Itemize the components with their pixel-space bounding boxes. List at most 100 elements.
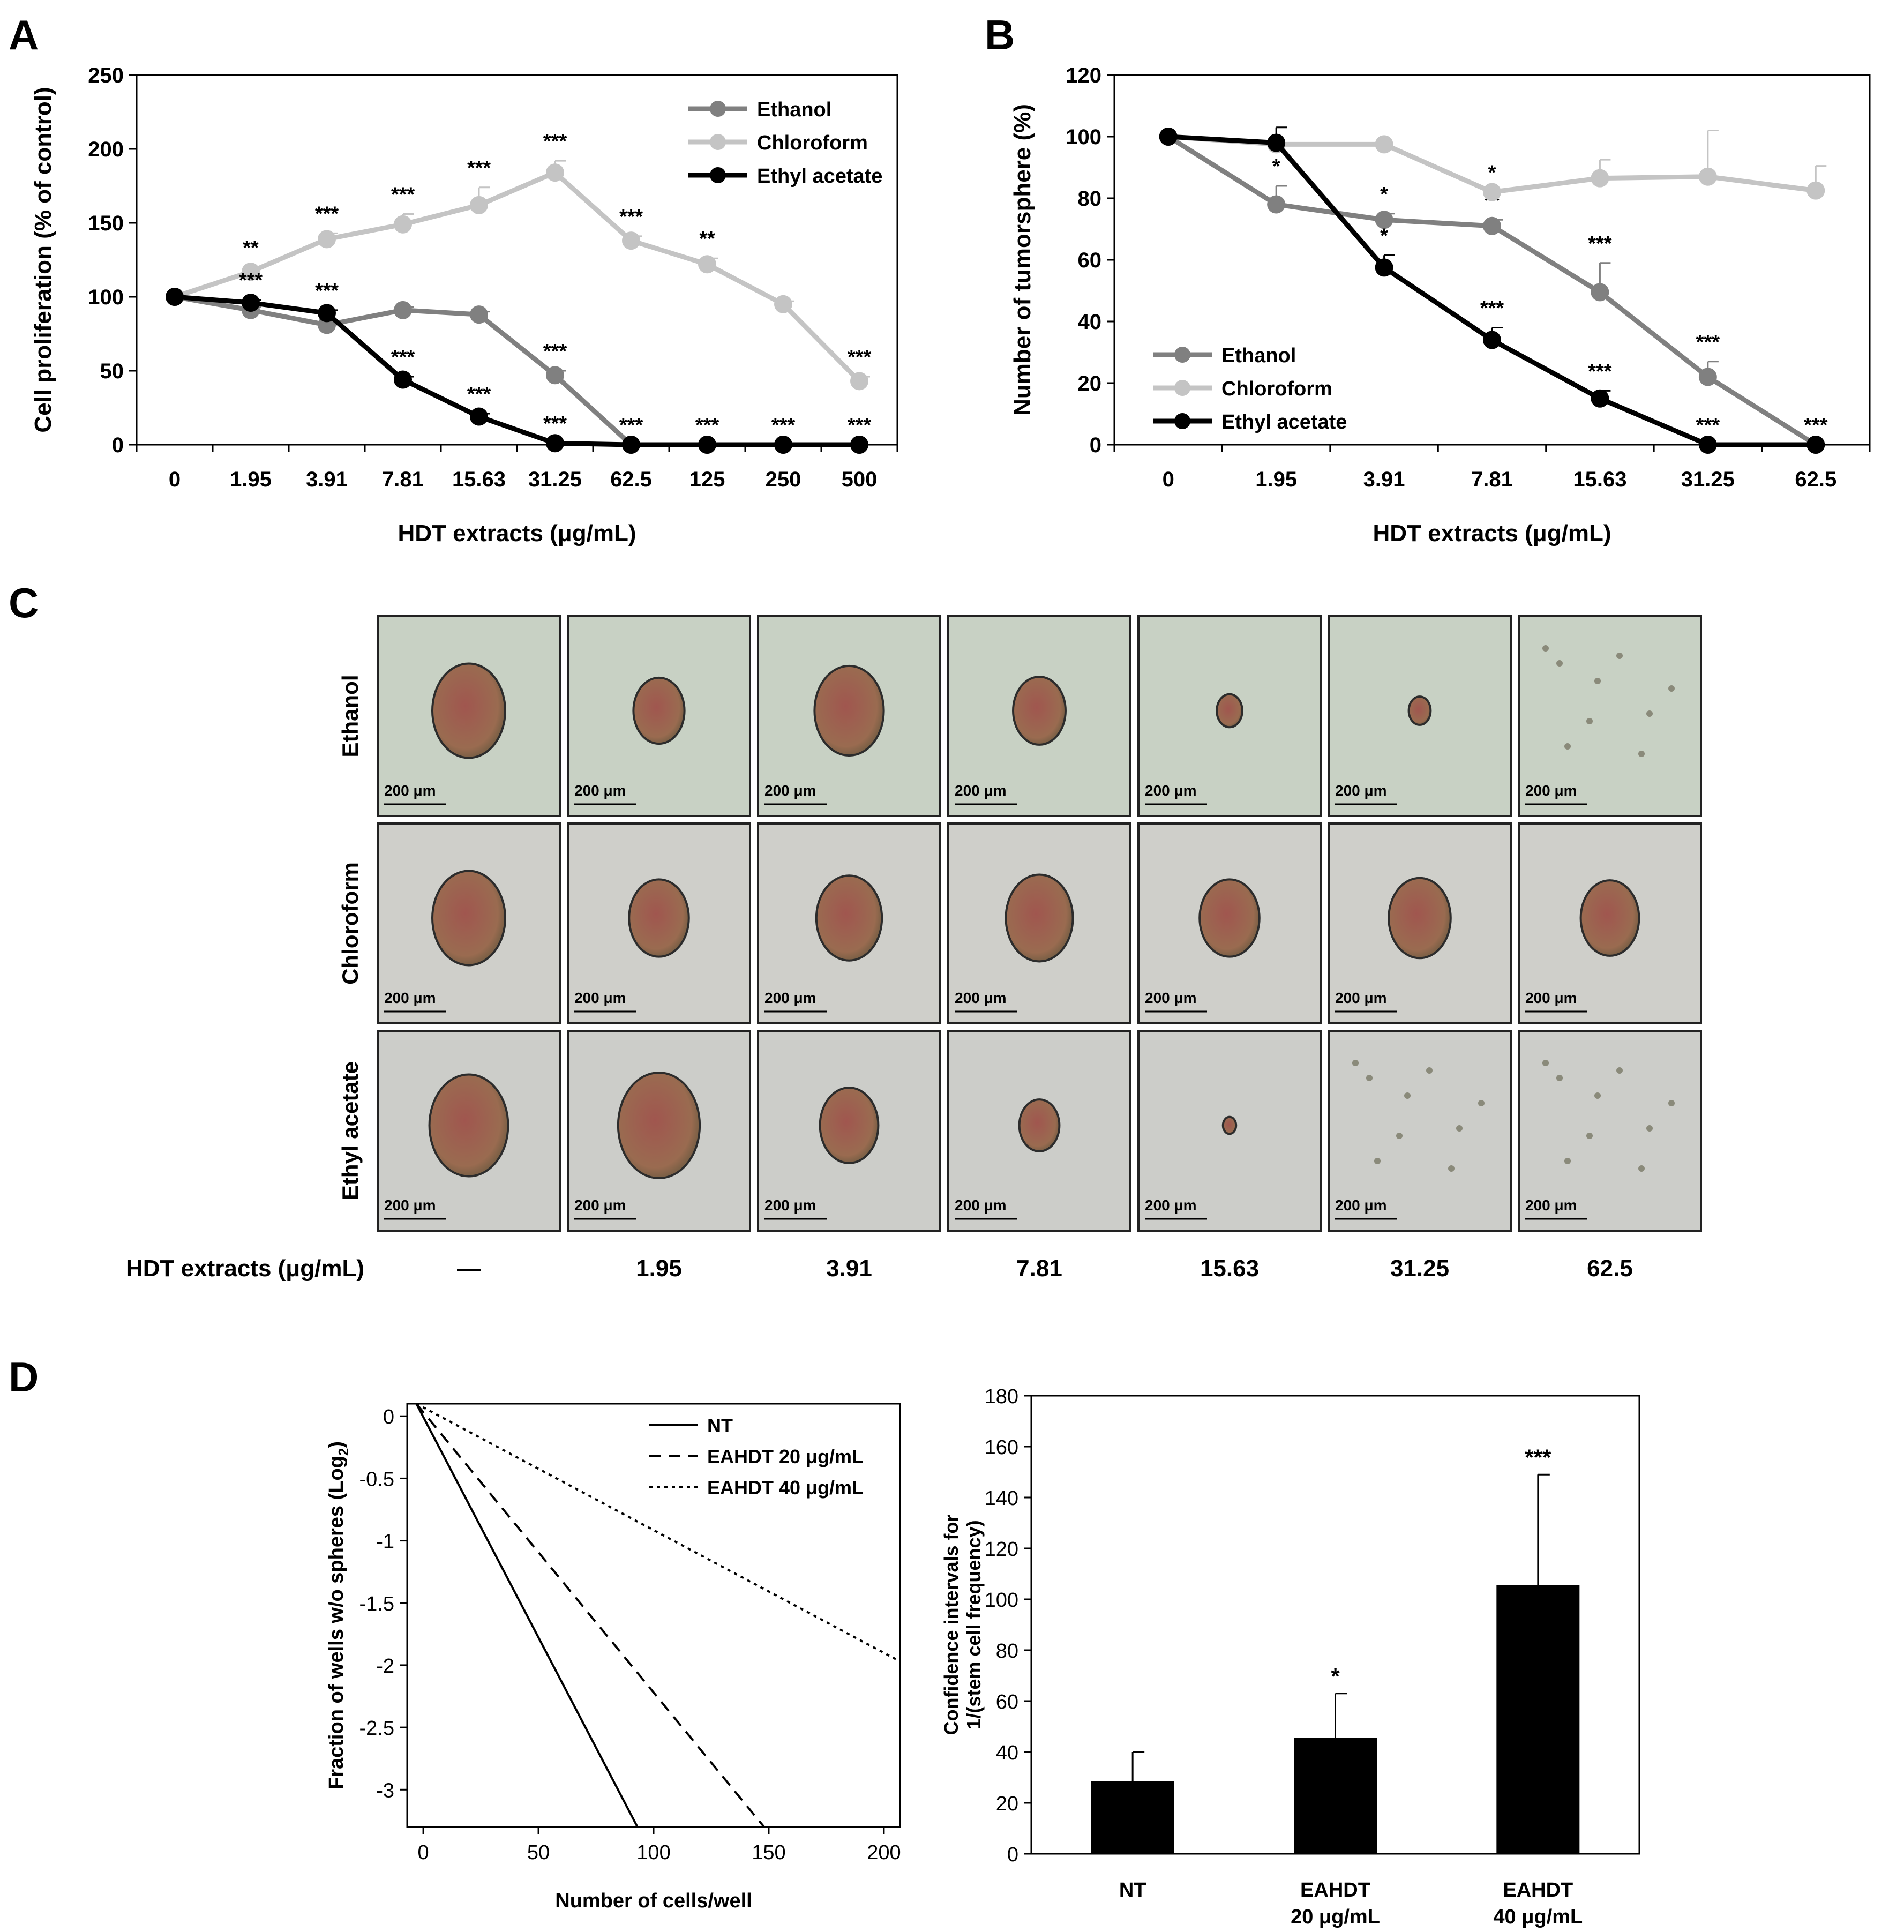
y-tick-label: 0 — [1090, 433, 1101, 457]
micrograph-tile: 200 μm — [1518, 1030, 1702, 1232]
cell-fragment — [1638, 1165, 1645, 1172]
x-tick-label: 150 — [752, 1841, 785, 1864]
y-tick-label: 60 — [1078, 249, 1102, 272]
x-tick-label: 15.63 — [452, 468, 506, 491]
scale-bar-label: 200 μm — [1525, 782, 1577, 799]
series-line-nt — [415, 1403, 639, 1828]
dose-label: 7.81 — [1016, 1255, 1062, 1282]
scale-bar-label: 200 μm — [574, 1197, 626, 1214]
cell-fragment — [1594, 1092, 1601, 1099]
series-line — [174, 294, 859, 447]
data-point — [546, 163, 564, 182]
x-axis-label: HDT extracts (μg/mL) — [398, 520, 636, 546]
x-tick-label: 125 — [689, 468, 725, 491]
cell-fragment — [1586, 1133, 1593, 1139]
data-point — [1591, 389, 1609, 408]
category-label: EAHDT — [1503, 1879, 1573, 1901]
significance-label: *** — [467, 383, 491, 406]
y-tick-label: 60 — [996, 1691, 1018, 1713]
scale-bar-label: 200 μm — [1335, 1197, 1387, 1214]
y-tick-label: 140 — [985, 1487, 1018, 1510]
series-ethyl-acetate: *** *** *** *** *** *** *** *** — [166, 269, 871, 454]
dose-label: 3.91 — [826, 1255, 872, 1282]
data-point — [1375, 258, 1393, 277]
scale-bar-label: 200 μm — [1525, 990, 1577, 1006]
scale-bar-label: 200 μm — [384, 990, 436, 1006]
legend-marker — [710, 101, 726, 117]
significance-label: *** — [391, 183, 415, 206]
series-line — [174, 294, 859, 447]
data-point — [242, 263, 260, 281]
y-tick-label: 200 — [88, 138, 124, 161]
significance-label: * — [1380, 224, 1388, 247]
data-point — [242, 294, 260, 312]
y-tick-label: -1.5 — [359, 1593, 394, 1615]
data-point — [394, 370, 412, 389]
scale-bar-label: 200 μm — [1525, 1197, 1577, 1214]
tumorsphere — [1005, 873, 1074, 963]
data-point — [1267, 133, 1286, 152]
significance-label: *** — [315, 280, 339, 302]
significance-label: *** — [467, 157, 491, 179]
tumorsphere — [1018, 1098, 1061, 1152]
scale-bar-label: 200 μm — [384, 782, 436, 799]
tumorsphere — [1388, 877, 1452, 960]
legend-label: Ethanol — [757, 99, 831, 121]
x-tick-label: 0 — [1163, 468, 1174, 491]
y-tick-label: 160 — [985, 1436, 1018, 1459]
y-tick-label: 20 — [996, 1793, 1018, 1815]
y-tick-label: -0.5 — [359, 1468, 394, 1491]
scale-bar-label: 200 μm — [1145, 1197, 1197, 1214]
micrograph-grid: Ethanol 200 μm 200 μm 200 μm 200 μm 200 μm 200… — [126, 615, 1702, 1282]
micrograph-tile: 200 μm — [1328, 615, 1512, 817]
series-line-eahdt-40-g-ml — [416, 1403, 901, 1663]
micrograph-tile: 200 μm — [1137, 822, 1322, 1024]
panel-label-d: D — [9, 1353, 39, 1401]
scale-bar-label: 200 μm — [955, 990, 1007, 1006]
chart-d-limiting-dilution: 0 -0.5 -1 -1.5 -2 -2.5 -3 0 50 100 150 200 Number of… — [325, 1403, 901, 1912]
data-point — [1483, 331, 1501, 349]
legend-marker — [710, 134, 726, 150]
cell-fragment — [1564, 1158, 1571, 1164]
y-tick-label: 20 — [1078, 372, 1102, 395]
data-point — [698, 255, 716, 274]
cell-fragment — [1456, 1125, 1463, 1132]
scale-bar-label: 200 μm — [764, 782, 816, 799]
micrograph-tile: 200 μm — [947, 822, 1131, 1024]
data-point — [470, 305, 488, 324]
dose-axis-label: HDT extracts (μg/mL) — [126, 1255, 364, 1282]
legend-marker — [710, 167, 726, 183]
tile-frame — [1518, 615, 1702, 817]
significance-label: *** — [1588, 233, 1612, 255]
legend-marker — [1174, 347, 1190, 363]
significance-label: * — [1331, 1664, 1340, 1689]
chart-b-tumorsphere-count: 0 20 40 60 80 100 120 0 1.95 3.91 7.81 15.63 31.25 62… — [1009, 64, 1871, 546]
cell-fragment — [1646, 710, 1653, 717]
bar — [1294, 1738, 1377, 1854]
significance-label: *** — [543, 130, 567, 153]
data-point — [1806, 181, 1825, 200]
data-point — [318, 230, 336, 249]
data-point — [1483, 183, 1501, 201]
y-tick-label: 120 — [985, 1538, 1018, 1561]
significance-label: * — [1272, 155, 1280, 178]
cell-fragment — [1542, 645, 1549, 652]
x-tick-label: 0 — [418, 1841, 429, 1864]
data-point — [1591, 169, 1609, 188]
y-tick-label: 250 — [88, 64, 124, 87]
significance-label: *** — [848, 414, 872, 437]
scale-bar-label: 200 μm — [764, 1197, 816, 1214]
micrograph-tile: 200 μm — [757, 1030, 941, 1232]
tile-frame — [1328, 1030, 1512, 1232]
data-point — [1483, 216, 1501, 235]
category-label: EAHDT — [1300, 1879, 1370, 1901]
cell-fragment — [1366, 1075, 1373, 1081]
micrograph-tile: 200 μm — [567, 1030, 751, 1232]
y-tick-label: 40 — [996, 1742, 1018, 1764]
scale-bar-label: 200 μm — [1145, 990, 1197, 1006]
bar — [1091, 1781, 1174, 1854]
row-label-ethanol: Ethanol — [338, 675, 363, 758]
y-tick-label: 0 — [112, 433, 124, 457]
panel-label-b: B — [985, 11, 1015, 58]
y-axis-label: Confidence intervals for — [940, 1514, 962, 1735]
